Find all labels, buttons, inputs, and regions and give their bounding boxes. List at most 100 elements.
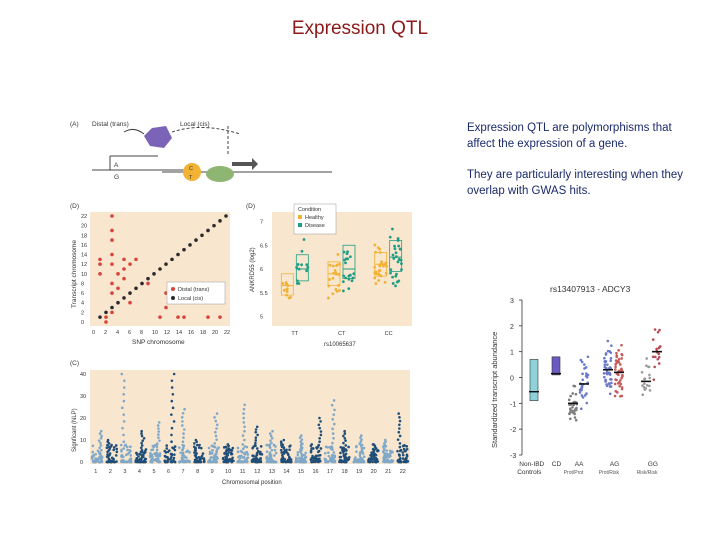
panel-e-point xyxy=(620,376,623,380)
panel-c-peak-point xyxy=(332,437,335,440)
panel-e-point xyxy=(618,363,622,366)
panel-c-peak-point xyxy=(342,453,346,457)
panel-e-point xyxy=(573,384,577,388)
panel-b-point xyxy=(391,253,395,257)
panel-c-peak-point xyxy=(374,459,378,462)
panel-e-point xyxy=(658,328,661,332)
panel-c-point xyxy=(294,456,298,460)
panel-e-point xyxy=(568,412,571,416)
panel-c-point xyxy=(182,458,185,462)
panel-c-point xyxy=(328,459,332,462)
panel-b-point xyxy=(347,277,351,281)
panel-c-point xyxy=(272,443,276,447)
panel-c-point xyxy=(172,458,175,462)
panel-b-point xyxy=(331,292,335,296)
panel-b-point xyxy=(399,262,403,266)
panel-c-peak-point xyxy=(99,460,102,464)
panel-c-point xyxy=(169,456,173,459)
panel-c-point xyxy=(210,460,213,464)
panel-b-point xyxy=(342,250,346,254)
panel-c-peak-point xyxy=(282,447,286,450)
panel-c-peak-point xyxy=(268,444,272,447)
panel-c-point xyxy=(347,445,350,449)
panel-c-point xyxy=(267,460,270,463)
panel-c-peak-point xyxy=(170,379,174,383)
panel-c-point xyxy=(327,454,331,458)
panel-e-point xyxy=(585,372,588,375)
panel-e-xtick: AA xyxy=(575,461,584,468)
panel-c-point xyxy=(136,460,139,464)
panel-c-peak-point xyxy=(106,450,109,454)
panel-e-sublabel: Prot/Risk xyxy=(599,470,620,476)
panel-e-point xyxy=(620,394,624,398)
panel-c-peak-point xyxy=(214,430,217,434)
panel-e-point xyxy=(614,359,618,362)
panel-c-point xyxy=(236,446,240,450)
panel-c-point xyxy=(273,448,277,452)
panel-c-peak-point xyxy=(99,437,103,440)
legend-distal-dot xyxy=(171,287,175,291)
panel-c-point xyxy=(165,444,169,447)
panel-d-xlabel: SNP chromosome xyxy=(132,339,185,346)
panel-e-point xyxy=(572,411,576,415)
panel-b-point xyxy=(378,268,382,272)
panel-b-point xyxy=(306,265,310,269)
panel-c-point xyxy=(401,453,405,457)
panel-b-ytick: 6.5 xyxy=(260,243,268,249)
circle-bottom: T xyxy=(189,175,193,181)
panel-b-point xyxy=(334,271,338,275)
panel-c-peak-point xyxy=(140,458,143,461)
panel-c-peak-point xyxy=(172,372,176,376)
panel-c-point xyxy=(151,448,155,451)
panel-c-xtick: 12 xyxy=(254,469,260,475)
panel-c-point xyxy=(201,452,205,455)
panel-e-xtick: CD xyxy=(552,461,562,468)
panel-c-peak-point xyxy=(224,445,228,449)
panel-b-point xyxy=(397,244,401,248)
panel-c-xtick: 10 xyxy=(225,469,231,475)
panel-e-point xyxy=(617,360,621,364)
panel-e-point xyxy=(569,408,572,412)
panel-c-peak-point xyxy=(123,379,126,383)
panel-c-point xyxy=(114,444,118,447)
panel-e-point xyxy=(585,392,588,395)
panel-c-peak-point xyxy=(270,458,273,461)
panel-c-point xyxy=(239,456,242,460)
panel-c-peak-point xyxy=(397,430,401,434)
panel-c-point xyxy=(115,460,118,463)
panel-c-point xyxy=(172,456,176,460)
panel-d-ylabel: Transcript chromosome xyxy=(71,240,78,308)
panel-c-peak-point xyxy=(226,443,230,446)
panel-c-peak-point xyxy=(98,432,102,435)
panel-d-ytick: 20 xyxy=(81,224,87,230)
panel-c-peak-point xyxy=(271,429,274,433)
panel-b-point xyxy=(287,296,291,300)
panel-c-peak-point xyxy=(243,429,246,433)
panel-e-point xyxy=(615,351,618,355)
panel-e-point xyxy=(617,357,621,361)
panel-d-point xyxy=(128,291,132,295)
panel-c-point xyxy=(197,446,201,449)
panel-e-point xyxy=(574,392,578,396)
panel-c-peak-point xyxy=(214,419,218,423)
panel-c-peak-point xyxy=(359,450,363,454)
panel-e-point xyxy=(610,344,613,347)
panel-c-peak-point xyxy=(254,457,258,461)
panel-c-point xyxy=(303,460,307,464)
panel-c-peak-point xyxy=(319,420,322,423)
panel-d-point xyxy=(146,276,150,281)
panel-e-point xyxy=(603,356,606,360)
panel-c-point xyxy=(406,460,410,463)
panel-c-peak-point xyxy=(242,460,245,464)
panel-c-peak-point xyxy=(268,432,272,435)
panel-c-peak-point xyxy=(254,455,258,458)
panel-c-point xyxy=(152,458,156,462)
panel-c-point xyxy=(354,456,357,459)
panel-b-point xyxy=(389,271,392,275)
panel-c-point xyxy=(405,453,409,457)
panel-d-xtick: 14 xyxy=(176,330,182,336)
panel-c-point xyxy=(124,443,127,447)
panel-c-point xyxy=(323,451,327,455)
panel-e-ytick: 2 xyxy=(510,324,514,331)
panel-d-xtick: 20 xyxy=(212,330,218,336)
